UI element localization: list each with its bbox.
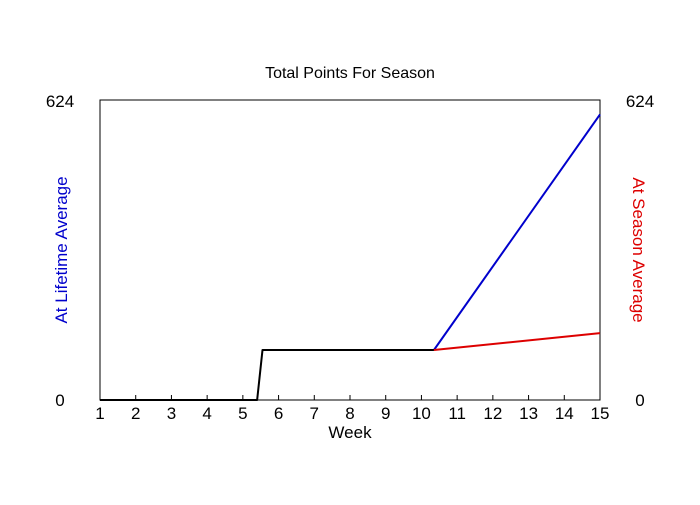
x-axis-tick-labels: 1 2 3 4 5 6 7 8 9 10 11 12 13 14 15	[95, 404, 609, 423]
x-axis-label: Week	[328, 423, 372, 442]
y-right-min-label: 0	[635, 391, 644, 410]
series-line-season	[433, 332, 601, 351]
y-right-max-label: 624	[626, 92, 654, 111]
x-tick-label: 15	[591, 404, 610, 423]
series-line-lifetime	[433, 113, 601, 351]
x-tick-label: 6	[274, 404, 283, 423]
x-tick-label: 7	[310, 404, 319, 423]
y-left-min-label: 0	[55, 391, 64, 410]
x-tick-label: 1	[95, 404, 104, 423]
x-axis-ticks	[99, 395, 601, 400]
y-axis-left-label: At Lifetime Average	[52, 176, 71, 323]
series-line-actual	[100, 349, 434, 401]
series-group	[100, 113, 601, 401]
x-tick-label: 8	[345, 404, 354, 423]
x-tick-label: 2	[131, 404, 140, 423]
x-tick-label: 9	[381, 404, 390, 423]
x-tick-label: 14	[555, 404, 574, 423]
x-tick-label: 4	[202, 404, 211, 423]
x-tick-label: 13	[519, 404, 538, 423]
y-left-max-label: 624	[46, 92, 74, 111]
y-axis-right-label: At Season Average	[629, 177, 648, 322]
x-tick-label: 10	[412, 404, 431, 423]
x-tick-label: 5	[238, 404, 247, 423]
x-tick-label: 11	[448, 404, 466, 423]
x-tick-label: 12	[483, 404, 502, 423]
x-tick-label: 3	[167, 404, 176, 423]
chart-title: Total Points For Season	[265, 65, 435, 82]
